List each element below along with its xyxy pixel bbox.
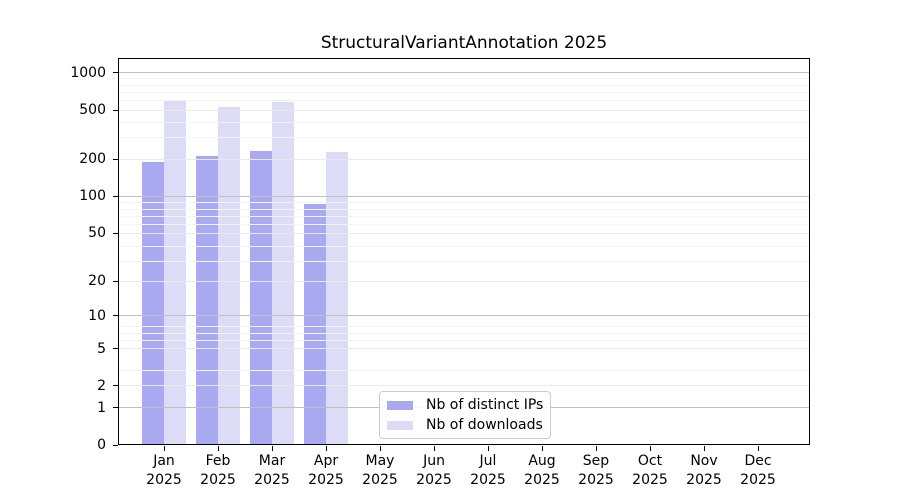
gridline	[118, 158, 810, 160]
x-tick-label-feb: Feb 2025	[200, 453, 236, 488]
bar-apr-distinct-ips	[304, 203, 326, 445]
legend: Nb of distinct IPs Nb of downloads	[379, 391, 551, 439]
plot-area	[118, 58, 810, 445]
grid-layer	[118, 58, 810, 445]
x-tick-label-dec: Dec 2025	[740, 453, 776, 488]
gridline	[118, 232, 810, 234]
gridline	[118, 202, 810, 204]
legend-swatch-distinct-ips	[387, 400, 413, 410]
bars-layer	[118, 58, 810, 445]
gridline	[118, 339, 810, 341]
gridline	[118, 208, 810, 210]
gridline	[118, 72, 810, 74]
x-tick	[379, 446, 381, 451]
x-tick	[271, 446, 273, 451]
gridline	[118, 121, 810, 123]
y-tick-label: 1000	[70, 64, 106, 81]
gridline	[118, 91, 810, 93]
gridline	[118, 369, 810, 371]
x-tick	[649, 446, 651, 451]
x-tick	[433, 446, 435, 451]
bar-apr-downloads	[326, 151, 348, 445]
x-tick-label-jul: Jul 2025	[470, 453, 506, 488]
x-tick-label-jun: Jun 2025	[416, 453, 452, 488]
legend-item-downloads: Nb of downloads	[387, 415, 544, 435]
gridline	[118, 315, 810, 317]
y-tick-label: 20	[88, 273, 106, 290]
y-tick-label: 0	[97, 437, 106, 453]
y-tick-label: 2	[97, 377, 106, 394]
gridline	[118, 84, 810, 86]
x-tick	[325, 446, 327, 451]
x-tick	[595, 446, 597, 451]
x-tick	[541, 446, 543, 451]
legend-item-distinct-ips: Nb of distinct IPs	[387, 395, 544, 415]
gridline	[118, 215, 810, 217]
gridline	[118, 100, 810, 101]
gridline	[118, 261, 810, 263]
x-tick-label-may: May 2025	[362, 453, 398, 488]
legend-label-distinct-ips: Nb of distinct IPs	[426, 397, 544, 413]
x-tick-label-sep: Sep 2025	[578, 453, 614, 488]
gridline	[118, 109, 810, 111]
legend-label-downloads: Nb of downloads	[426, 417, 543, 433]
x-tick-label-jan: Jan 2025	[146, 453, 182, 488]
gridline	[118, 195, 810, 197]
y-tick-label: 100	[79, 188, 106, 205]
x-tick-label-mar: Mar 2025	[254, 453, 290, 488]
y-tick-label: 200	[79, 151, 106, 168]
gridline	[118, 326, 810, 328]
gridline	[118, 385, 810, 387]
x-tick-label-aug: Aug 2025	[524, 453, 560, 488]
y-tick-label: 1	[97, 399, 106, 416]
x-tick	[487, 446, 489, 451]
bar-feb-downloads	[218, 106, 240, 445]
gridline	[118, 78, 810, 80]
y-tick-label: 10	[88, 307, 106, 324]
y-tick-label: 5	[97, 340, 106, 357]
x-tick	[217, 446, 219, 451]
gridline	[118, 332, 810, 334]
bar-jan-downloads	[164, 100, 186, 445]
gridline	[118, 280, 810, 282]
bar-mar-downloads	[272, 101, 294, 445]
x-tick-label-nov: Nov 2025	[686, 453, 722, 488]
x-tick-label-apr: Apr 2025	[308, 453, 344, 488]
gridline	[118, 245, 810, 247]
y-tick-label: 50	[88, 225, 106, 242]
x-tick	[163, 446, 165, 451]
gridline	[118, 348, 810, 349]
gridline	[118, 224, 810, 225]
x-tick-label-oct: Oct 2025	[632, 453, 668, 488]
y-tick-label: 500	[79, 102, 106, 119]
bar-feb-distinct-ips	[196, 155, 218, 445]
x-tick	[703, 446, 705, 451]
gridline	[118, 137, 810, 139]
x-tick	[757, 446, 759, 451]
legend-swatch-downloads	[387, 420, 413, 430]
chart-title: StructuralVariantAnnotation 2025	[320, 33, 608, 53]
